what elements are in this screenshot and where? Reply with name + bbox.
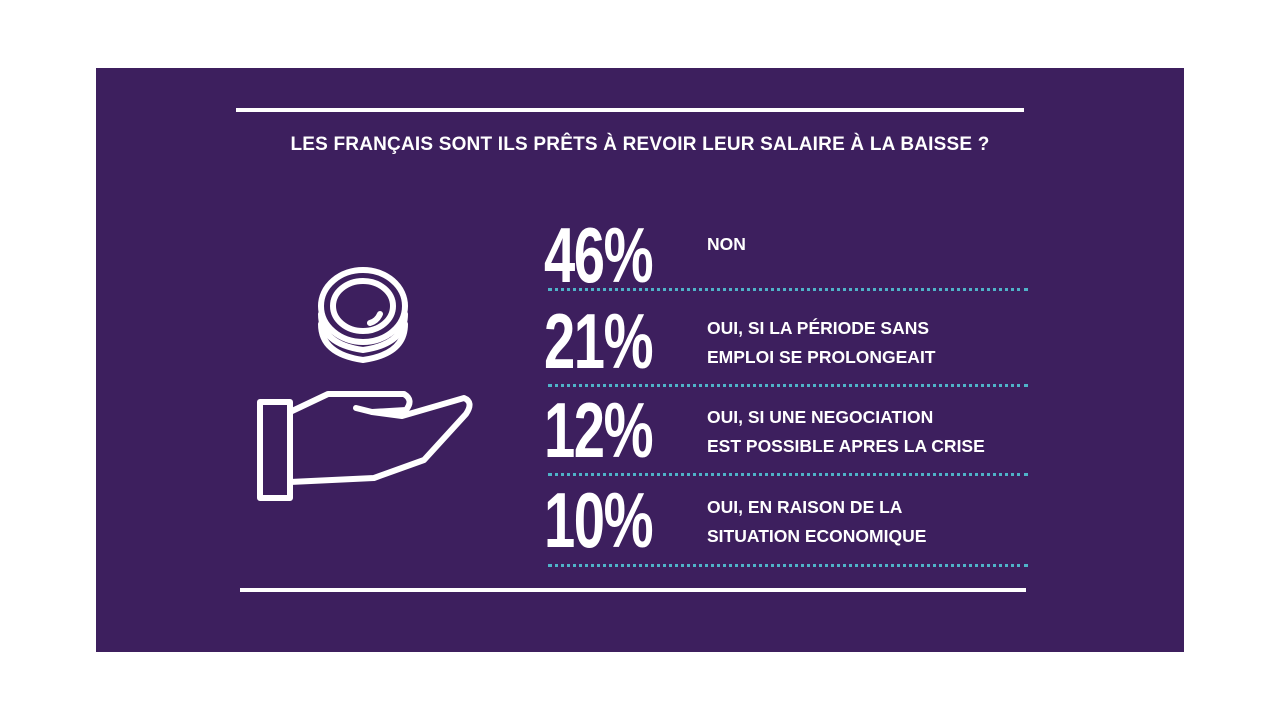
percentage-value: 46% [544,211,654,299]
bottom-rule [240,588,1026,592]
percentage-value: 21% [544,297,654,385]
dotted-separator [548,288,1028,291]
answer-label-line: EST POSSIBLE APRES LA CRISE [707,436,985,456]
answer-label: OUI, SI LA PÉRIODE SANS EMPLOI SE PROLONG… [707,314,1002,372]
answer-label-line: OUI, EN RAISON DE LA [707,497,903,517]
infographic-panel: LES FRANÇAIS SONT ILS PRÊTS À REVOIR LEU… [96,68,1184,652]
top-rule [236,108,1024,112]
dotted-separator [548,473,1028,476]
answer-label-line: OUI, SI UNE NEGOCIATION [707,407,934,427]
answer-label-line: EMPLOI SE PROLONGEAIT [707,347,936,367]
answer-label-line: SITUATION ECONOMIQUE [707,526,927,546]
dotted-separator [548,384,1028,387]
percentage-value: 12% [544,386,654,474]
answer-label: OUI, EN RAISON DE LA SITUATION ECONOMIQUE [707,493,1002,551]
dotted-separator [548,564,1028,567]
answer-label-line: OUI, SI LA PÉRIODE SANS [707,318,930,338]
answer-label: NON [707,230,1002,259]
hand-holding-coins-icon [257,267,473,501]
percentage-value: 10% [544,476,654,564]
answer-label-line: NON [707,234,746,254]
answer-label: OUI, SI UNE NEGOCIATION EST POSSIBLE APRE… [707,403,1002,461]
chart-title: LES FRANÇAIS SONT ILS PRÊTS À REVOIR LEU… [290,134,990,155]
